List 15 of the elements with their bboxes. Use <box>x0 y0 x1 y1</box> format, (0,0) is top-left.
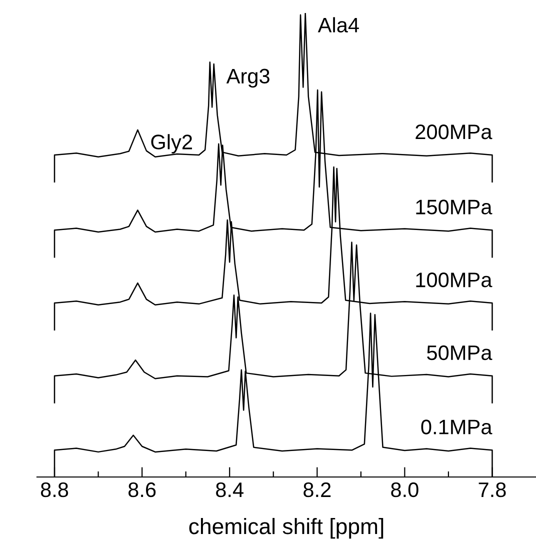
series-label: 150MPa <box>416 200 492 214</box>
x-tick-label: 8.4 <box>216 482 244 498</box>
x-tick-label: 7.8 <box>478 482 506 498</box>
series-label: 50MPa <box>427 345 492 360</box>
x-tick-label: 8.2 <box>304 482 331 498</box>
x-tick-label: 8.6 <box>128 482 156 498</box>
series-label: 0.1MPa <box>421 420 492 434</box>
x-axis-title: chemical shift [ppm] <box>189 518 384 539</box>
x-tick-label: 8.0 <box>391 482 418 498</box>
annotation: Arg3 <box>226 68 270 88</box>
annotation: Gly2 <box>151 134 192 154</box>
series-label: 100MPa <box>416 272 492 288</box>
annotation: Ala4 <box>318 17 359 32</box>
x-tick-label: 8.8 <box>40 482 68 498</box>
series-label: 200MPa <box>416 124 492 140</box>
